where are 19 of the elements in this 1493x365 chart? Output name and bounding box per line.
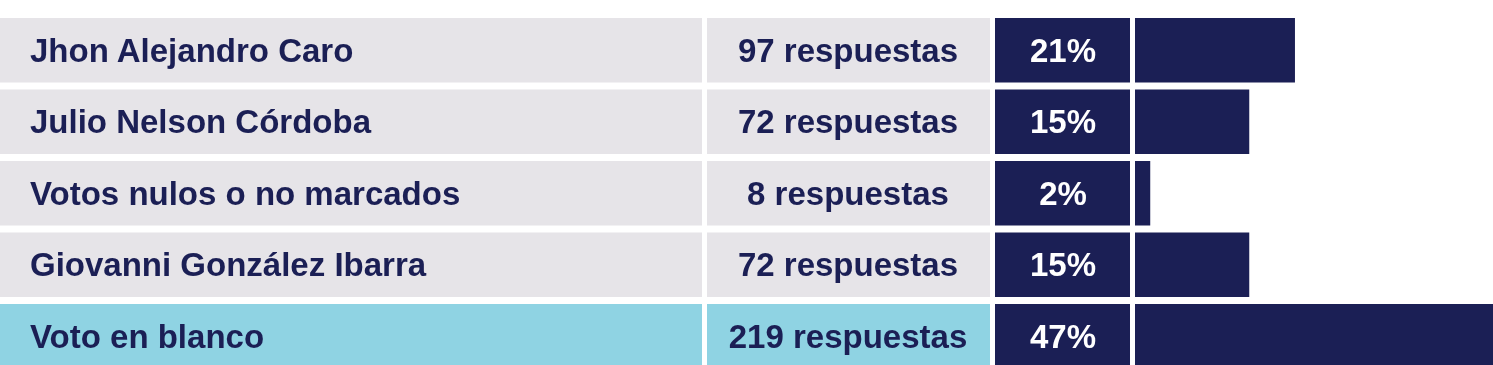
y-tick-label: Giovanni González Ibarra xyxy=(30,246,427,284)
text: 72 respuestas xyxy=(737,246,959,284)
text: 219 respuestas xyxy=(728,317,968,355)
y-tick-label: Julio Nelson Córdoba xyxy=(30,103,372,141)
data-label: 15% xyxy=(1029,103,1097,141)
text: 8 respuestas xyxy=(747,174,949,212)
y-tick-label: Jhon Alejandro Caro xyxy=(30,31,354,69)
bar xyxy=(1135,18,1295,83)
y-tick-label: Voto en blanco xyxy=(30,317,265,355)
data-label: 47% xyxy=(1029,317,1097,355)
data-label: 21% xyxy=(1029,31,1097,69)
y-tick-label: Votos nulos o no marcados xyxy=(30,174,461,212)
bar xyxy=(1135,232,1250,297)
text: 97 respuestas xyxy=(737,31,959,69)
data-label: 15% xyxy=(1029,246,1097,284)
text: 72 respuestas xyxy=(737,103,959,141)
data-label: 2% xyxy=(1039,174,1087,212)
bar xyxy=(1135,89,1250,154)
bar xyxy=(1135,161,1151,226)
